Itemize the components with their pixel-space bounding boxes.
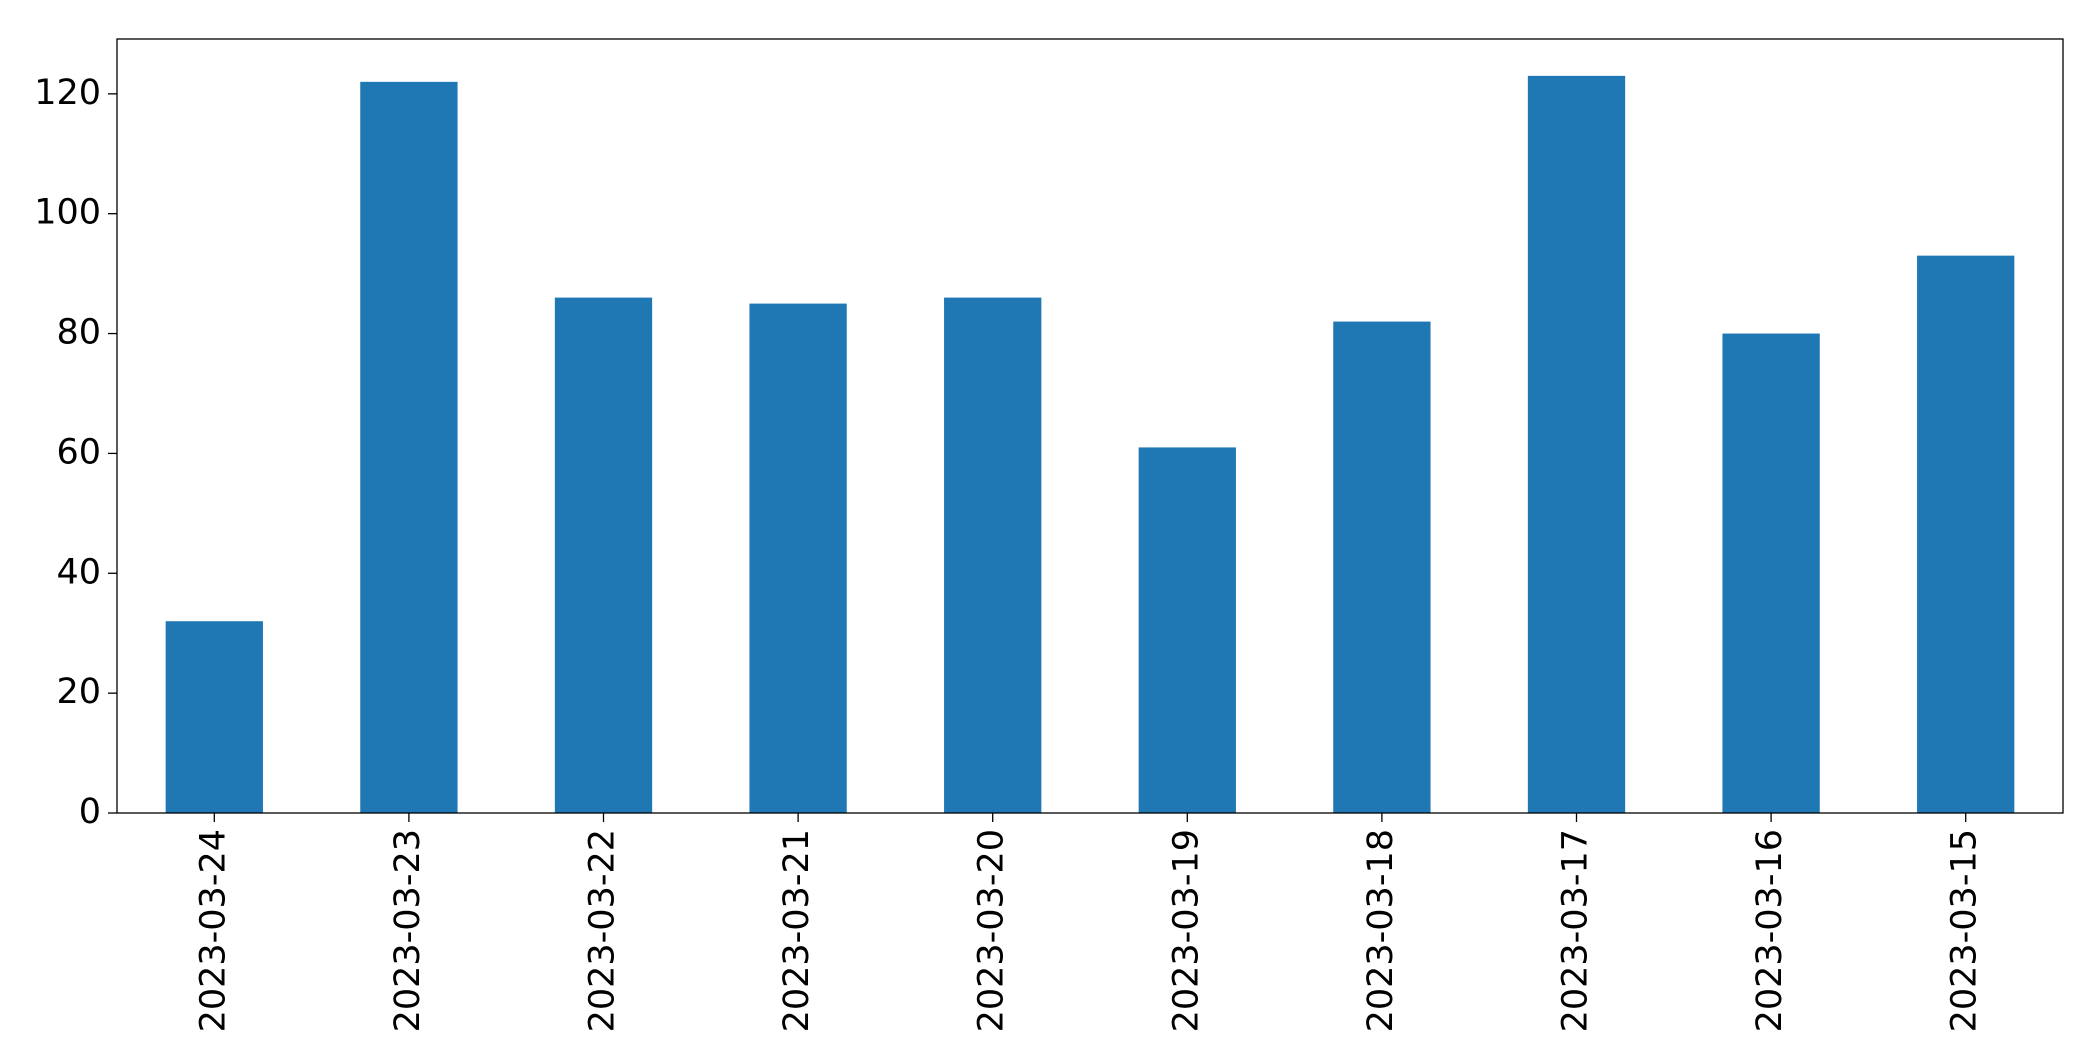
bar (1333, 321, 1431, 813)
x-tick-label: 2023-03-21 (777, 829, 817, 1032)
y-tick-label: 120 (34, 73, 101, 113)
x-tick-label: 2023-03-19 (1166, 829, 1206, 1032)
y-tick-label: 40 (56, 552, 101, 592)
x-tick-label: 2023-03-16 (1750, 829, 1790, 1032)
x-tick-label: 2023-03-15 (1945, 829, 1985, 1032)
bar (1722, 333, 1820, 813)
bar (1527, 75, 1626, 814)
y-tick-label: 80 (56, 313, 101, 353)
y-tick-label: 100 (34, 193, 101, 233)
bar (749, 303, 847, 813)
bar (1917, 255, 2015, 814)
x-tick-label: 2023-03-18 (1361, 829, 1401, 1032)
y-tick-label: 20 (56, 672, 101, 712)
y-tick-label: 0 (79, 792, 101, 832)
x-tick-label: 2023-03-23 (388, 829, 428, 1032)
bar (944, 297, 1042, 813)
bar (165, 621, 263, 813)
plot-frame (116, 38, 2064, 814)
x-tick-label: 2023-03-20 (972, 829, 1012, 1032)
x-tick-label: 2023-03-22 (583, 829, 623, 1032)
bar (554, 297, 653, 813)
bar (1138, 447, 1236, 813)
x-tick-label: 2023-03-24 (193, 829, 233, 1032)
x-tick-label: 2023-03-17 (1556, 829, 1596, 1032)
bar (360, 81, 458, 814)
y-tick-label: 60 (56, 432, 101, 472)
